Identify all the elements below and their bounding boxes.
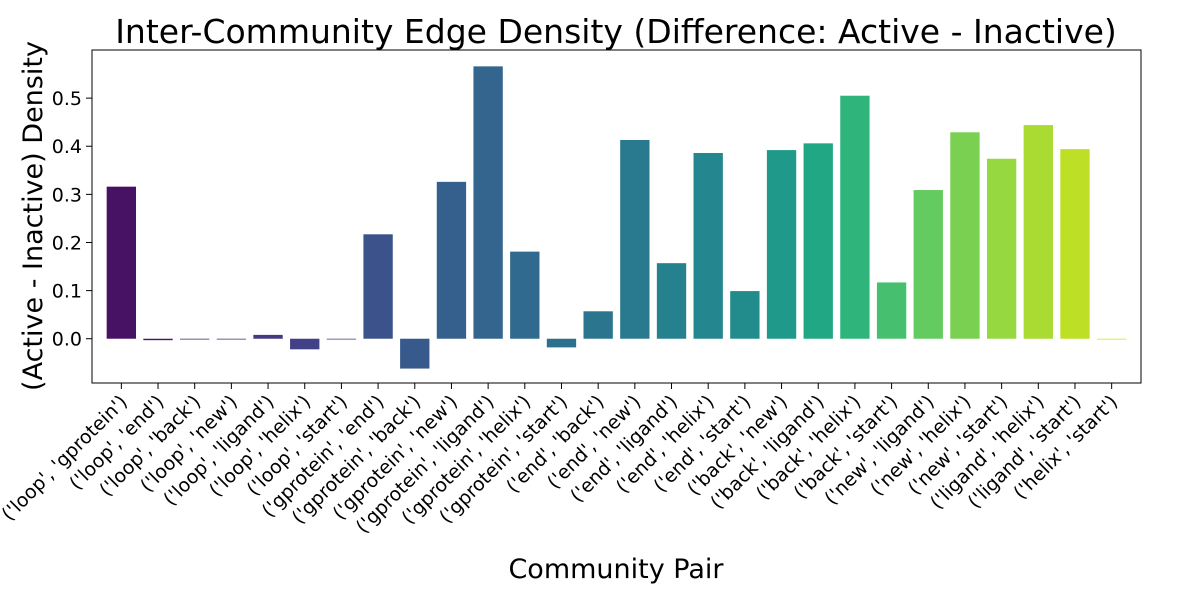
bar bbox=[546, 338, 577, 348]
bar bbox=[363, 234, 393, 339]
bar bbox=[180, 338, 210, 340]
y-tick-label: 0.4 bbox=[52, 136, 82, 158]
y-tick-label: 0.1 bbox=[52, 281, 82, 303]
x-axis: ('loop', 'gprotein')('loop', 'end')('loo… bbox=[0, 383, 1122, 538]
bar bbox=[326, 338, 357, 340]
bar bbox=[216, 338, 247, 340]
y-tick-label: 0.2 bbox=[52, 232, 82, 254]
bar bbox=[1096, 338, 1127, 340]
x-axis-label: Community Pair bbox=[508, 554, 724, 585]
bar bbox=[986, 158, 1017, 339]
bar bbox=[510, 251, 540, 339]
bar bbox=[803, 143, 833, 339]
bar bbox=[656, 263, 687, 339]
bar bbox=[1023, 125, 1053, 339]
bar bbox=[913, 190, 943, 339]
bar bbox=[730, 291, 760, 339]
bar bbox=[840, 95, 870, 339]
bar bbox=[436, 181, 467, 339]
chart-title: Inter-Community Edge Density (Difference… bbox=[115, 12, 1117, 51]
bar bbox=[950, 132, 980, 339]
y-axis-label: (Active - Inactive) Density bbox=[18, 41, 49, 391]
bar bbox=[583, 311, 613, 339]
bar bbox=[253, 334, 283, 339]
bar bbox=[693, 152, 723, 339]
bar bbox=[143, 338, 173, 341]
bar bbox=[473, 66, 503, 339]
y-tick-label: 0.5 bbox=[52, 88, 82, 110]
bar bbox=[766, 150, 797, 339]
bar bbox=[620, 139, 650, 339]
bar bbox=[106, 186, 137, 339]
bar bbox=[290, 338, 320, 350]
y-axis: 0.0 0.1 0.2 0.3 0.4 0.5 bbox=[52, 88, 92, 351]
plot-frame bbox=[91, 49, 1142, 384]
bar bbox=[1060, 149, 1090, 339]
y-tick-label: 0.0 bbox=[52, 329, 82, 351]
bar bbox=[876, 282, 907, 339]
plot-area bbox=[106, 66, 1127, 369]
bar bbox=[400, 338, 430, 369]
y-tick-label: 0.3 bbox=[52, 184, 82, 206]
